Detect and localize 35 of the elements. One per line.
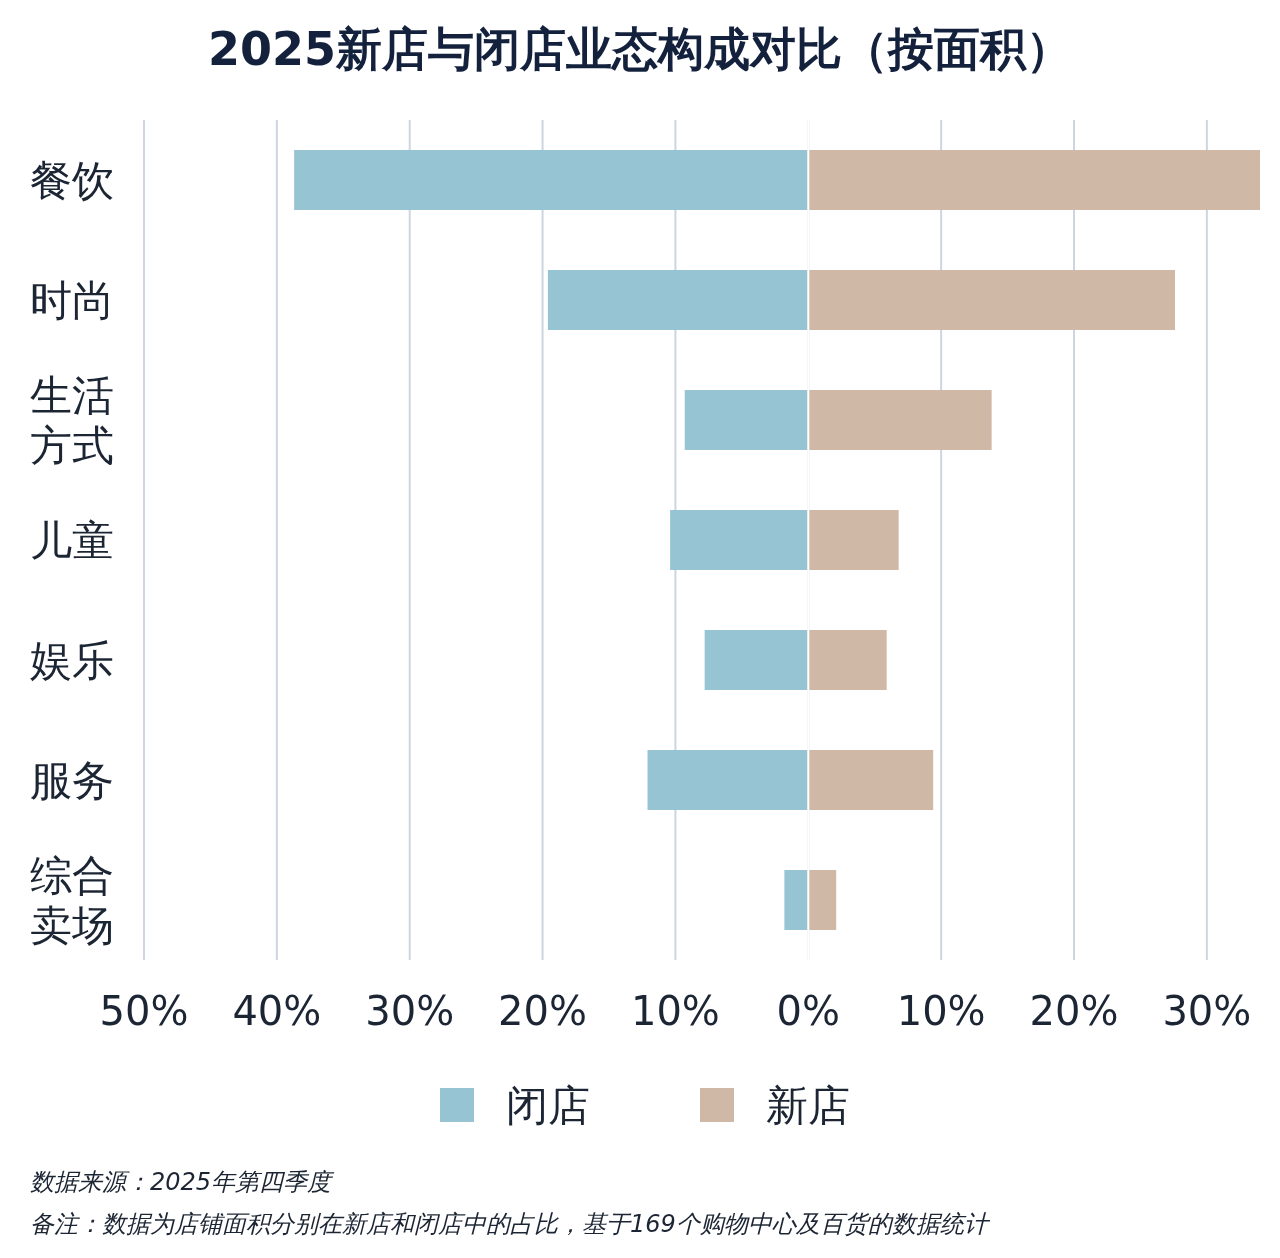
bar <box>808 750 934 810</box>
bar <box>784 870 809 930</box>
legend-label: 新店 <box>766 1081 850 1130</box>
x-tick-label: 40% <box>232 988 322 1034</box>
bar <box>294 150 809 210</box>
x-tick-label: 20% <box>498 988 588 1034</box>
y-tick-label: 时尚 <box>30 276 114 325</box>
bar <box>808 150 1260 210</box>
y-tick-label: 娱乐 <box>30 636 114 685</box>
y-tick-label: 生活方式 <box>30 371 114 470</box>
bar <box>547 270 809 330</box>
text: 备注：数据为店铺面积分别在新店和闭店中的占比，基于169个购物中心及百货的数据统计 <box>30 1210 991 1238</box>
y-tick-label: 综合卖场 <box>30 851 114 950</box>
legend-label: 闭店 <box>506 1081 590 1130</box>
x-tick-label: 50% <box>99 988 189 1034</box>
bar <box>647 750 809 810</box>
x-tick-label: 10% <box>630 988 720 1034</box>
bar <box>670 510 809 570</box>
bar <box>808 630 887 690</box>
y-tick-label: 餐饮 <box>30 156 114 205</box>
x-tick-label: 10% <box>896 988 986 1034</box>
bar <box>704 630 809 690</box>
y-tick-label: 儿童 <box>30 516 114 565</box>
bar <box>808 270 1175 330</box>
bar <box>684 390 809 450</box>
x-tick-label: 20% <box>1029 988 1119 1034</box>
bar <box>808 390 992 450</box>
x-tick-label: 0% <box>776 988 841 1034</box>
chart-title: 2025新店与闭店业态构成对比（按面积） <box>207 22 1073 76</box>
bar <box>808 870 837 930</box>
x-tick-label: 30% <box>1162 988 1252 1034</box>
x-tick-label: 30% <box>365 988 455 1034</box>
source-note: 数据来源：2025年第四季度 <box>30 1168 336 1196</box>
y-tick-label: 服务 <box>30 756 114 805</box>
bar <box>808 510 899 570</box>
